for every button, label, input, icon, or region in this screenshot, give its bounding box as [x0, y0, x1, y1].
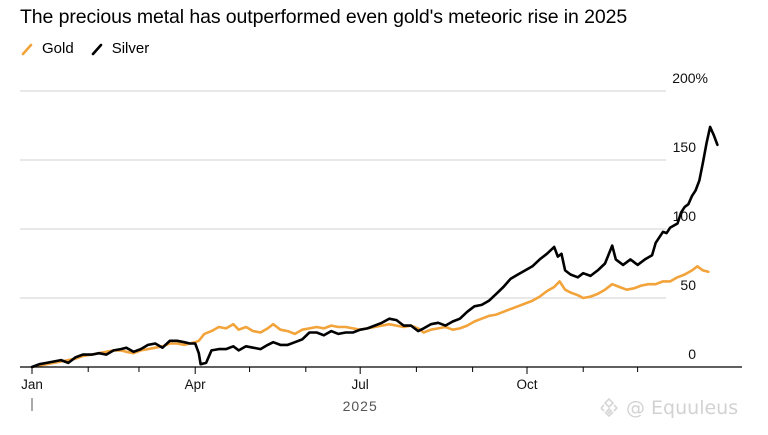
legend-swatch-gold-icon [21, 43, 33, 55]
legend-label-gold: Gold [42, 40, 74, 57]
legend-swatch-silver-icon [91, 43, 102, 55]
chart-title: The precious metal has outperformed even… [20, 6, 628, 28]
y-tick-label: 100 [673, 208, 697, 224]
x-axis-year-label: 2025 [343, 398, 378, 414]
watermark-text: @ Equuleus [626, 397, 739, 419]
x-tick-label: Oct [516, 377, 537, 392]
y-tick-label: 50 [680, 277, 696, 293]
x-tick-label: Apr [185, 377, 207, 392]
y-tick-label: 150 [673, 139, 697, 155]
y-tick-label: 200% [672, 70, 708, 86]
series-line-silver [30, 125, 719, 369]
legend-label-silver: Silver [111, 40, 150, 57]
watermark: @ Equuleus [598, 397, 738, 419]
legend: Gold Silver [20, 40, 165, 57]
binance-diamond-icon [600, 397, 618, 418]
x-tick-label: Jul [352, 377, 369, 392]
x-tick-label: Jan [21, 377, 43, 392]
legend-item-silver: Silver [90, 40, 150, 57]
legend-item-gold: Gold [20, 40, 74, 57]
y-tick-label: 0 [688, 346, 696, 362]
